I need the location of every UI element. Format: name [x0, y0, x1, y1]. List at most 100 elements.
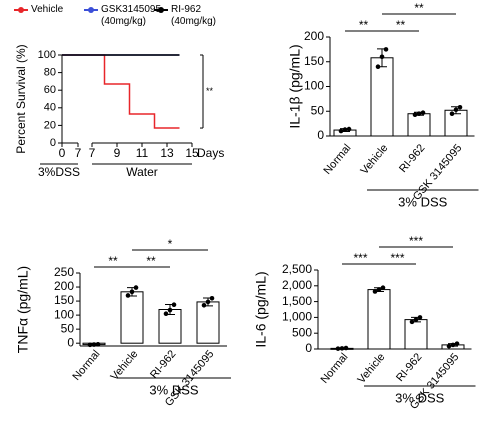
y-tick-label: 500	[292, 325, 312, 339]
data-point	[372, 289, 378, 294]
data-point	[133, 285, 139, 290]
significance-label: **	[108, 254, 118, 268]
data-point	[167, 307, 173, 313]
legend-label: GSK3145095 (40mg/kg)	[101, 4, 162, 27]
data-point	[343, 345, 349, 351]
significance-label: **	[414, 1, 424, 15]
x-tick-label: 15	[185, 146, 199, 160]
legend-item: GSK3145095 (40mg/kg)	[84, 4, 171, 28]
y-tick-label: 20	[44, 119, 56, 131]
x-tick-label: 7	[75, 146, 82, 160]
data-point	[125, 293, 131, 298]
legend-item: RI-962 (40mg/kg)	[154, 4, 241, 28]
y-axis-label: IL-1β (pg/mL)	[287, 44, 303, 128]
bar	[196, 301, 220, 344]
data-point	[95, 342, 101, 347]
legend-item: Vehicle	[14, 4, 101, 16]
data-point	[205, 299, 211, 305]
legend-label: RI-962 (40mg/kg)	[171, 4, 217, 27]
y-tick-label: 1,500	[282, 294, 312, 308]
data-point	[417, 315, 423, 320]
significance-label: **	[396, 18, 406, 32]
y-tick-label: 0	[317, 128, 324, 142]
significance-label: ***	[409, 234, 423, 248]
data-point	[379, 54, 385, 60]
data-point	[412, 112, 418, 118]
y-tick-label: 50	[61, 321, 75, 335]
significance-label: ***	[353, 251, 367, 265]
data-point	[376, 287, 382, 292]
data-point	[335, 346, 341, 351]
x-tick-label: Vehicle	[356, 351, 388, 386]
x-tick-label: Normal	[319, 351, 351, 386]
data-point	[342, 127, 348, 132]
x-tick-label: RI-962	[148, 348, 178, 381]
bar	[370, 57, 394, 137]
y-tick-label: 2,500	[282, 262, 312, 276]
data-point	[171, 302, 177, 308]
data-point	[91, 342, 97, 347]
bar	[407, 113, 431, 137]
y-tick-label: 1,000	[282, 310, 312, 324]
y-tick-label: 0	[305, 341, 312, 355]
x-tick-label: Vehicle	[359, 142, 391, 177]
data-point	[416, 111, 422, 117]
data-point	[383, 47, 389, 52]
y-tick-label: 100	[54, 307, 74, 321]
data-point	[413, 317, 419, 322]
y-tick-label: 0	[50, 137, 56, 149]
y-tick-label: 200	[54, 279, 74, 293]
y-tick-label: 60	[44, 84, 56, 96]
x-tick-label: 13	[160, 146, 174, 160]
y-tick-label: 80	[44, 67, 56, 79]
y-tick-label: 50	[311, 103, 325, 117]
phase-label: Water	[126, 165, 158, 179]
group-label: 3% DSS	[149, 382, 198, 397]
legend-swatch	[84, 4, 98, 16]
significance-label: **	[206, 86, 214, 96]
legend-label: Vehicle	[31, 4, 64, 15]
significance-label: **	[359, 18, 369, 32]
x-tick-label: 11	[136, 146, 149, 160]
y-tick-label: 200	[304, 29, 324, 43]
group-label: 3% DSS	[395, 390, 444, 405]
data-point	[201, 302, 207, 308]
significance-label: *	[168, 237, 173, 251]
legend-swatch	[154, 4, 168, 16]
data-point	[163, 311, 169, 317]
survival-line	[62, 54, 180, 129]
data-point	[449, 111, 455, 117]
y-tick-label: 0	[67, 335, 74, 349]
y-tick-label: 250	[54, 265, 74, 279]
data-point	[420, 110, 426, 116]
x-tick-label: 9	[114, 146, 121, 160]
y-tick-label: 150	[54, 293, 74, 307]
significance-label: **	[146, 254, 156, 268]
y-tick-label: 100	[38, 49, 56, 61]
y-tick-label: 150	[304, 54, 324, 68]
data-point	[375, 64, 381, 69]
x-tick-label: 7	[89, 146, 96, 160]
x-tick-label: Normal	[71, 348, 103, 383]
data-point	[409, 319, 415, 325]
data-point	[453, 107, 459, 113]
y-tick-label: 2,000	[282, 278, 312, 292]
data-point	[339, 346, 345, 351]
bar	[367, 289, 391, 350]
y-tick-label: 40	[44, 102, 56, 114]
x-axis-label: Days	[197, 146, 224, 160]
data-point	[209, 295, 215, 301]
bar	[120, 291, 144, 344]
data-point	[457, 104, 463, 110]
data-point	[446, 343, 452, 349]
y-axis-label: TNFα (pg/mL)	[15, 266, 31, 353]
data-point	[87, 342, 93, 348]
bar	[404, 319, 428, 350]
phase-label: 3%DSS	[38, 165, 80, 179]
x-tick-label: Normal	[322, 142, 354, 177]
data-point	[450, 342, 456, 348]
x-tick-label: RI-962	[394, 351, 424, 384]
y-axis-label: IL-6 (pg/mL)	[253, 271, 269, 347]
